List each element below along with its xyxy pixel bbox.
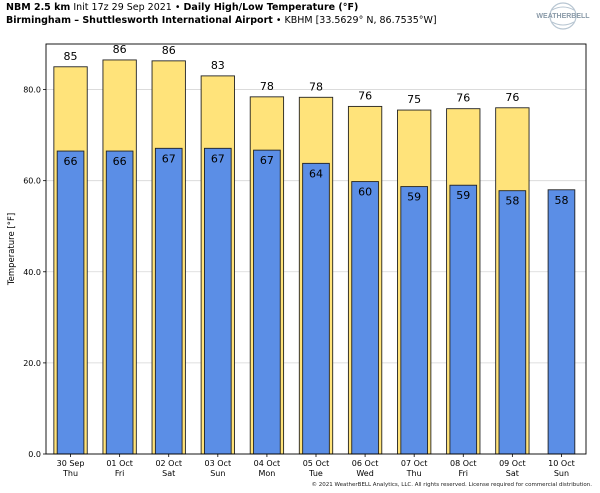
- low-value-label: 59: [407, 191, 421, 204]
- header-line-2: Birmingham – Shuttlesworth International…: [6, 15, 437, 26]
- data-labels-layer: 85 66 86 66 86 67 83 67 78 67 78 64 76 60 75 59 76 59 76 58…: [64, 43, 569, 208]
- header-line-1: NBM 2.5 km Init 17z 29 Sep 2021 • Daily …: [6, 2, 358, 13]
- high-value-label: 85: [64, 50, 78, 63]
- svg-text:WEATHERBELL: WEATHERBELL: [536, 13, 590, 20]
- y-tick-label: 20.0: [23, 359, 41, 368]
- station-name: Birmingham – Shuttlesworth International…: [6, 15, 273, 26]
- high-value-label: 76: [456, 92, 470, 105]
- x-tick-weekday: Mon: [258, 469, 275, 478]
- x-tick-date: 07 Oct: [401, 459, 428, 468]
- low-value-label: 64: [309, 167, 323, 180]
- copyright-notice: © 2021 WeatherBELL Analytics, LLC. All r…: [311, 482, 592, 488]
- high-value-label: 76: [505, 91, 519, 104]
- low-bar: [302, 162, 330, 455]
- low-bar: [547, 189, 576, 455]
- low-bar: [351, 181, 379, 455]
- x-tick-weekday: Thu: [406, 469, 422, 478]
- high-value-label: 86: [113, 43, 127, 56]
- init-time: Init 17z 29 Sep 2021: [73, 2, 172, 13]
- header-separator-2: •: [275, 15, 282, 26]
- header-separator: •: [174, 2, 181, 13]
- x-tick-date: 10 Oct: [548, 459, 575, 468]
- y-tick-label: 80.0: [23, 86, 41, 95]
- low-bar: [204, 147, 232, 455]
- x-tick-date: 05 Oct: [303, 459, 330, 468]
- station-location: KBHM [33.5629° N, 86.7535°W]: [284, 15, 437, 26]
- x-tick-weekday: Thu: [62, 469, 78, 478]
- x-tick-date: 01 Oct: [106, 459, 133, 468]
- high-value-label: 86: [162, 44, 176, 57]
- x-tick-date: 02 Oct: [155, 459, 182, 468]
- y-axis-label: Temperature [°F]: [7, 213, 17, 286]
- axis-layer: 0.0 20.0 40.0 60.0 80.0 Temperature [°F] 30 Se…: [7, 43, 587, 478]
- high-value-label: 78: [260, 80, 274, 93]
- x-tick-date: 30 Sep: [57, 459, 85, 468]
- low-bar: [449, 184, 478, 455]
- x-tick-weekday: Sun: [554, 469, 569, 478]
- low-bar: [253, 149, 281, 455]
- low-bar: [154, 147, 183, 455]
- high-value-label: 76: [358, 89, 372, 102]
- x-tick-date: 09 Oct: [499, 459, 526, 468]
- weatherbell-logo: WEATHERBELL: [536, 2, 590, 30]
- low-value-label: 58: [505, 195, 519, 208]
- high-value-label: 75: [407, 93, 421, 106]
- high-value-label: 78: [309, 80, 323, 93]
- x-tick-date: 06 Oct: [352, 459, 379, 468]
- x-tick-weekday: Fri: [459, 469, 469, 478]
- x-tick-weekday: Wed: [356, 469, 373, 478]
- plot-frame: [45, 43, 587, 455]
- x-tick-date: 08 Oct: [450, 459, 477, 468]
- x-tick-weekday: Fri: [115, 469, 125, 478]
- y-tick-label: 0.0: [28, 450, 41, 459]
- bars-layer: [53, 59, 576, 455]
- x-tick-weekday: Tue: [308, 469, 323, 478]
- x-tick-weekday: Sat: [506, 469, 519, 478]
- y-tick-label: 60.0: [23, 177, 41, 186]
- low-value-label: 60: [358, 186, 372, 199]
- y-tick-label: 40.0: [23, 268, 41, 277]
- low-bar: [400, 186, 428, 455]
- low-bar: [105, 150, 134, 455]
- x-tick-date: 04 Oct: [254, 459, 281, 468]
- low-value-label: 67: [162, 152, 176, 165]
- x-tick-weekday: Sat: [162, 469, 175, 478]
- low-value-label: 58: [554, 194, 568, 207]
- model-name: NBM 2.5 km: [6, 2, 71, 13]
- low-value-label: 67: [211, 152, 225, 165]
- low-value-label: 66: [64, 155, 78, 168]
- high-value-label: 83: [211, 59, 225, 72]
- x-tick-date: 03 Oct: [205, 459, 232, 468]
- x-tick-weekday: Sun: [210, 469, 225, 478]
- product-title: Daily High/Low Temperature (°F): [183, 2, 359, 13]
- low-value-label: 67: [260, 154, 274, 167]
- low-value-label: 66: [113, 155, 127, 168]
- low-value-label: 59: [456, 189, 470, 202]
- low-bar: [498, 190, 527, 455]
- low-bar: [56, 150, 85, 455]
